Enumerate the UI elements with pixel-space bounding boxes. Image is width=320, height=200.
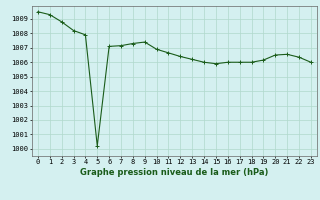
X-axis label: Graphe pression niveau de la mer (hPa): Graphe pression niveau de la mer (hPa) (80, 168, 268, 177)
